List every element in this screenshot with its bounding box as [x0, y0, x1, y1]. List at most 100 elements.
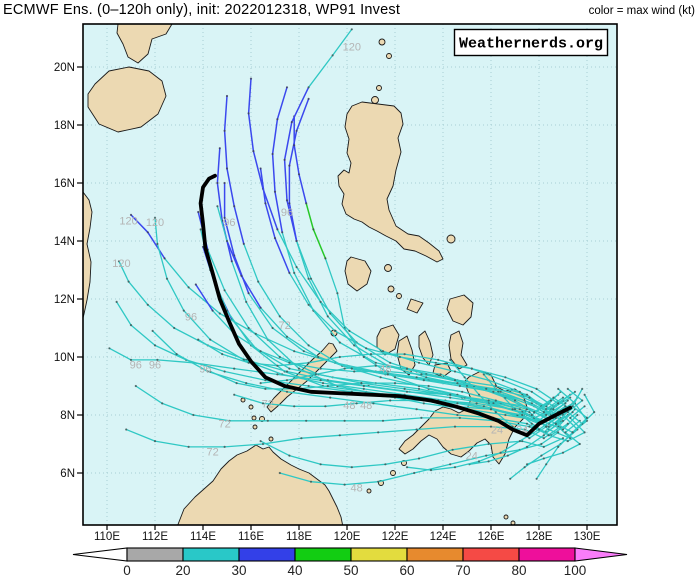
track-segment [327, 315, 355, 347]
track-segment [187, 286, 221, 315]
track-point [338, 341, 341, 344]
track-point [259, 350, 262, 353]
colorbar-segment [350, 547, 408, 562]
track-segment [221, 353, 250, 364]
track-point [381, 350, 385, 353]
ensemble-mean-track [198, 173, 573, 438]
track-point [271, 326, 274, 330]
lat-tick-label: 14N [54, 236, 75, 248]
track-point [477, 393, 481, 396]
track-segment [555, 423, 574, 434]
track-point [225, 94, 229, 98]
forecast-hour-label: 48 [350, 483, 362, 495]
track-segment [161, 402, 195, 416]
forecast-hour-label: 120 [119, 216, 137, 228]
track-point [489, 425, 493, 428]
forecast-hour-label: 24 [491, 425, 503, 437]
forecast-hour-label: 96 [199, 364, 211, 376]
track-point [209, 370, 212, 373]
track-segment [247, 77, 252, 115]
track-point [293, 271, 296, 274]
track-segment [523, 399, 545, 413]
track-segment [449, 359, 466, 378]
track-point [194, 283, 197, 286]
track-segment [183, 309, 211, 341]
track-point [173, 326, 176, 330]
track-point [261, 442, 265, 446]
track-point [374, 364, 377, 367]
land-luzon [337, 101, 444, 263]
track-point [523, 466, 526, 469]
color-scale-note: color = max wind (kt) [588, 5, 695, 17]
track-point [125, 428, 128, 431]
track-segment [151, 330, 178, 355]
land-sulu-2 [390, 470, 396, 476]
track-segment [461, 391, 497, 402]
track-segment [545, 396, 564, 410]
track-segment [192, 414, 231, 422]
track-segment [207, 249, 226, 291]
track-point [271, 152, 274, 156]
track-segment [216, 205, 228, 242]
track-point [362, 355, 365, 359]
track-segment [288, 272, 310, 306]
track-point [494, 399, 497, 402]
track-segment [418, 449, 454, 460]
track-segment [274, 190, 283, 234]
track-segment [571, 417, 588, 434]
track-segment [130, 324, 156, 347]
track-point [350, 466, 353, 469]
track-segment [127, 280, 149, 306]
track-segment [307, 356, 341, 364]
track-segment [531, 391, 555, 407]
track-segment [463, 376, 480, 396]
land-romblon-1 [387, 285, 395, 293]
track-point [329, 396, 332, 399]
track-point [283, 158, 286, 161]
track-point [288, 367, 291, 370]
track-point [523, 399, 526, 402]
track-segment [147, 231, 166, 260]
track-segment [331, 28, 353, 57]
track-segment [521, 440, 545, 448]
track-segment [406, 466, 432, 471]
track-point [456, 382, 459, 385]
track-point [422, 402, 425, 405]
track-point [192, 413, 195, 417]
track-segment [195, 283, 214, 312]
track-point [285, 86, 289, 89]
forecast-hour-label: 72 [278, 320, 290, 332]
track-point [528, 425, 531, 428]
track-point [221, 353, 224, 356]
track-segment [495, 399, 528, 410]
land-mindoro [344, 256, 372, 292]
track-segment [543, 452, 564, 460]
track-point [528, 396, 531, 399]
track-segment [545, 402, 567, 416]
track-point [453, 379, 457, 382]
track-point [206, 370, 209, 373]
track-point [528, 437, 531, 440]
track-segment [353, 344, 389, 367]
track-point [197, 210, 200, 214]
track-point [331, 54, 334, 57]
forecast-hour-label: 120 [146, 217, 164, 229]
track-point [482, 405, 485, 408]
track-point [108, 347, 111, 350]
track-point [561, 451, 565, 454]
track-segment [163, 257, 190, 289]
track-point [571, 405, 574, 408]
track-point [545, 425, 548, 428]
track-segment [454, 379, 487, 390]
track-segment [435, 362, 473, 370]
track-point [321, 382, 325, 385]
track-point [561, 419, 565, 422]
track-segment [312, 228, 327, 260]
track-point [216, 181, 219, 185]
track-point [134, 384, 137, 388]
track-point [501, 379, 505, 382]
track-segment [154, 344, 187, 361]
track-segment [264, 202, 276, 239]
land-babuyan-3 [376, 85, 382, 91]
track-segment [394, 382, 430, 387]
